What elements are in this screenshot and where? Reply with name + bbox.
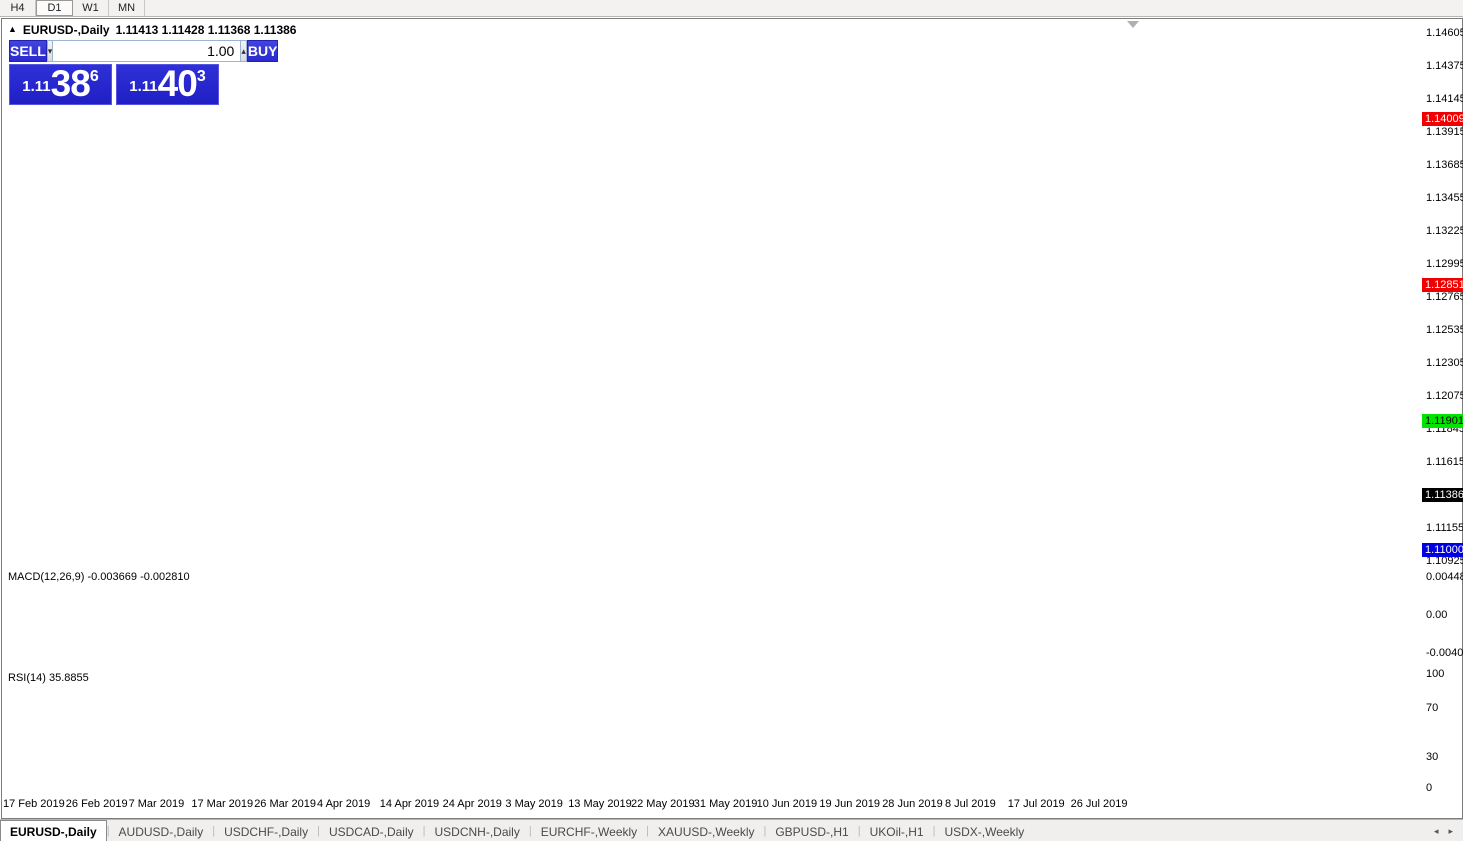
date-tick-label: 26 Mar 2019	[254, 798, 316, 810]
collapse-triangle-icon[interactable]: ▲	[8, 23, 17, 34]
timeframe-button-w1[interactable]: W1	[73, 0, 109, 16]
rsi-axis-label: 70	[1426, 702, 1439, 714]
price-tick-label: 1.12765	[1426, 290, 1463, 303]
price-level-tag[interactable]: 1.11000	[1422, 543, 1463, 558]
buy-price-prefix: 1.11	[129, 78, 158, 95]
tab-separator: |	[857, 825, 861, 837]
date-tick-label: 14 Apr 2019	[379, 798, 440, 810]
date-tick-label: 7 Mar 2019	[128, 798, 185, 810]
tab-separator: |	[317, 825, 320, 837]
price-tick-label: 1.12995	[1426, 257, 1463, 270]
chart-tab-gbpusdh1[interactable]: GBPUSD-,H1	[775, 824, 849, 839]
date-tick-label: 17 Mar 2019	[191, 798, 254, 810]
sell-price-sup: 6	[89, 68, 99, 85]
chart-tab-usdcaddaily[interactable]: USDCAD-,Daily	[328, 824, 414, 839]
tab-separator: |	[528, 825, 532, 837]
date-tick-label: 31 May 2019	[693, 798, 758, 810]
sell-price-big: 38	[50, 63, 91, 104]
buy-price-sup: 3	[196, 68, 206, 85]
sell-price-display[interactable]: 1.11 38 6	[9, 64, 112, 105]
buy-price-display[interactable]: 1.11 40 3	[116, 64, 219, 105]
price-tick-label: 1.11155	[1426, 521, 1463, 534]
price-level-tag[interactable]: 1.12851	[1422, 277, 1463, 292]
tab-separator: |	[932, 825, 936, 837]
date-tick-label: 19 Jun 2019	[819, 798, 880, 810]
price-tick-label: 1.14145	[1426, 92, 1463, 105]
price-level-tag[interactable]: 1.14009	[1422, 111, 1463, 126]
date-tick-label: 8 Jul 2019	[945, 798, 996, 810]
date-tick-label: 17 Feb 2019	[3, 798, 65, 810]
tab-separator: |	[646, 825, 650, 837]
price-tick-label: 1.13455	[1426, 191, 1463, 204]
price-tick-label: 1.14605	[1426, 27, 1463, 39]
date-tick-label: 13 May 2019	[568, 798, 632, 810]
date-tick-label: 10 Jun 2019	[756, 798, 818, 810]
chart-tab-audusddaily[interactable]: AUDUSD-,Daily	[118, 824, 204, 839]
price-level-tag[interactable]: 1.11386	[1422, 487, 1463, 502]
tab-separator: |	[422, 825, 426, 837]
rsi-axis-label: 30	[1426, 751, 1439, 763]
tab-separator: |	[106, 825, 110, 837]
date-tick-label: 4 Apr 2019	[317, 798, 371, 810]
tab-separator: |	[212, 825, 216, 837]
chart-tab-usdchfdaily[interactable]: USDCHF-,Daily	[224, 824, 309, 839]
rsi-axis-label: 100	[1426, 668, 1445, 680]
date-tick-label: 17 Jul 2019	[1007, 798, 1065, 810]
macd-label: MACD(12,26,9) -0.003669 -0.002810	[8, 571, 190, 583]
price-level-tag[interactable]: 1.11901	[1422, 413, 1463, 428]
chart-tab-usdcnhdaily[interactable]: USDCNH-,Daily	[434, 824, 520, 839]
date-tick-label: 24 Apr 2019	[442, 798, 502, 810]
chart-title: ▲ EURUSD-,Daily 1.11413 1.11428 1.11368 …	[8, 22, 296, 37]
price-tick-label: 1.12075	[1426, 389, 1463, 402]
tab-separator: |	[763, 825, 767, 837]
price-tick-label: 1.13915	[1426, 125, 1463, 138]
rsi-axis-label: 0	[1426, 782, 1433, 794]
chart-tab-eurusddaily[interactable]: EURUSD-,Daily	[0, 820, 107, 841]
sell-price-prefix: 1.11	[22, 78, 51, 95]
price-tick-label: 1.12305	[1426, 356, 1463, 369]
date-tick-label: 26 Jul 2019	[1070, 798, 1128, 810]
price-tick-label: 1.13685	[1426, 158, 1463, 171]
price-tick-label: 1.13225	[1426, 224, 1463, 237]
date-tick-label: 22 May 2019	[631, 798, 695, 810]
tabs-scroll-left-icon[interactable]: ◂	[1433, 825, 1439, 836]
rsi-label: RSI(14) 35.8855	[8, 672, 89, 684]
chart-shift-marker-icon[interactable]	[1127, 21, 1139, 28]
chart-tab-xauusdweekly[interactable]: XAUUSD-,Weekly	[658, 824, 755, 839]
tabs-scroll-right-icon[interactable]: ▸	[1448, 825, 1453, 836]
chart-tab-bar: EURUSD-,Daily | AUDUSD-,Daily | USDCHF-,Dail…	[0, 819, 1463, 841]
timeframe-toolbar: H4 D1 W1 MN	[0, 0, 1463, 17]
chart-tab-ukoilh1[interactable]: UKOil-,H1	[869, 824, 924, 839]
timeframe-button-h4[interactable]: H4	[0, 0, 36, 16]
price-tick-label: 1.14375	[1426, 59, 1463, 72]
macd-axis-label: -0.004057	[1426, 647, 1463, 659]
buy-price-big: 40	[157, 63, 198, 104]
date-tick-label: 26 Feb 2019	[65, 798, 128, 810]
price-tick-label: 1.11615	[1426, 455, 1463, 468]
buy-button[interactable]: BUY	[246, 40, 279, 62]
symbol-period-label: EURUSD-,Daily	[22, 22, 110, 37]
sell-button[interactable]: SELL	[9, 40, 47, 62]
date-tick-label: 3 May 2019	[505, 798, 563, 810]
ohlc-values: 1.11413 1.11428 1.11368 1.11386	[115, 22, 297, 37]
timeframe-button-mn[interactable]: MN	[109, 0, 145, 16]
date-tick-label: 28 Jun 2019	[882, 798, 943, 810]
timeframe-button-d1[interactable]: D1	[36, 0, 73, 16]
macd-axis-label: 0.004482	[1426, 571, 1463, 583]
price-tick-label: 1.12535	[1426, 323, 1463, 336]
macd-axis-label: 0.00	[1426, 609, 1448, 621]
chart-tab-usdxweekly[interactable]: USDX-,Weekly	[944, 824, 1025, 839]
chart-tab-eurchfweekly[interactable]: EURCHF-,Weekly	[540, 824, 638, 839]
volume-input[interactable]	[53, 40, 241, 62]
